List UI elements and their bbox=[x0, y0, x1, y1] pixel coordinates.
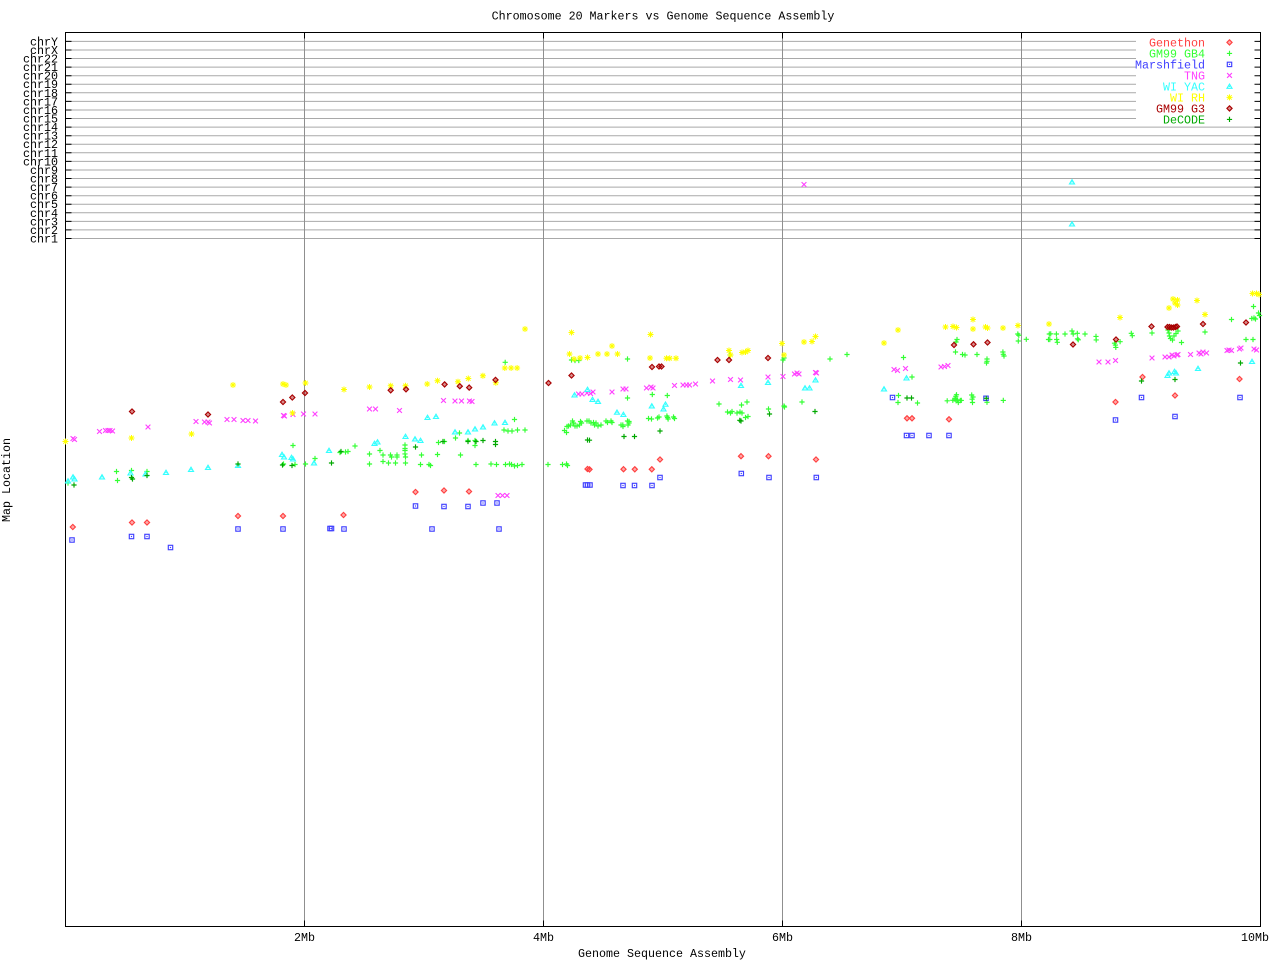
svg-text:chr18: chr18 bbox=[23, 87, 58, 101]
svg-text:Genethon: Genethon bbox=[1149, 36, 1205, 50]
svg-text:chr11: chr11 bbox=[23, 147, 58, 161]
svg-text:chr12: chr12 bbox=[23, 138, 58, 152]
svg-text:GM99 GB4: GM99 GB4 bbox=[1149, 47, 1205, 61]
svg-text:Map Location: Map Location bbox=[0, 438, 14, 522]
svg-text:10Mb: 10Mb bbox=[1241, 931, 1269, 945]
svg-text:chr19: chr19 bbox=[23, 78, 58, 92]
svg-text:chr15: chr15 bbox=[23, 113, 58, 127]
svg-text:chrY: chrY bbox=[30, 35, 58, 49]
svg-text:WI RH: WI RH bbox=[1170, 91, 1205, 105]
svg-text:4Mb: 4Mb bbox=[533, 931, 554, 945]
svg-text:chr9: chr9 bbox=[30, 164, 58, 178]
svg-text:TNG: TNG bbox=[1184, 69, 1205, 83]
svg-text:chr20: chr20 bbox=[23, 70, 58, 84]
svg-text:chr4: chr4 bbox=[30, 207, 58, 221]
svg-text:GM99 G3: GM99 G3 bbox=[1156, 102, 1205, 116]
svg-text:chr6: chr6 bbox=[30, 190, 58, 204]
svg-text:chr8: chr8 bbox=[30, 173, 58, 187]
svg-text:8Mb: 8Mb bbox=[1011, 931, 1032, 945]
svg-text:chr21: chr21 bbox=[23, 61, 58, 75]
svg-text:Chromosome 20 Markers vs Genom: Chromosome 20 Markers vs Genome Sequence… bbox=[492, 10, 835, 24]
svg-text:Marshfield: Marshfield bbox=[1135, 58, 1205, 72]
svg-text:chr13: chr13 bbox=[23, 130, 58, 144]
svg-text:chr14: chr14 bbox=[23, 121, 58, 135]
svg-text:chrX: chrX bbox=[30, 44, 58, 58]
svg-text:2Mb: 2Mb bbox=[294, 931, 315, 945]
svg-text:6Mb: 6Mb bbox=[772, 931, 793, 945]
svg-text:DeCODE: DeCODE bbox=[1163, 113, 1205, 127]
svg-text:chr1: chr1 bbox=[30, 233, 58, 247]
svg-text:chr22: chr22 bbox=[23, 53, 58, 67]
svg-text:chr2: chr2 bbox=[30, 224, 58, 238]
svg-text:WI YAC: WI YAC bbox=[1163, 80, 1205, 94]
svg-text:Genome Sequence Assembly: Genome Sequence Assembly bbox=[578, 947, 746, 960]
svg-text:chr10: chr10 bbox=[23, 155, 58, 169]
svg-text:chr5: chr5 bbox=[30, 198, 58, 212]
svg-text:chr16: chr16 bbox=[23, 104, 58, 118]
svg-text:chr17: chr17 bbox=[23, 95, 58, 109]
svg-text:chr7: chr7 bbox=[30, 181, 58, 195]
svg-text:chr3: chr3 bbox=[30, 215, 58, 229]
